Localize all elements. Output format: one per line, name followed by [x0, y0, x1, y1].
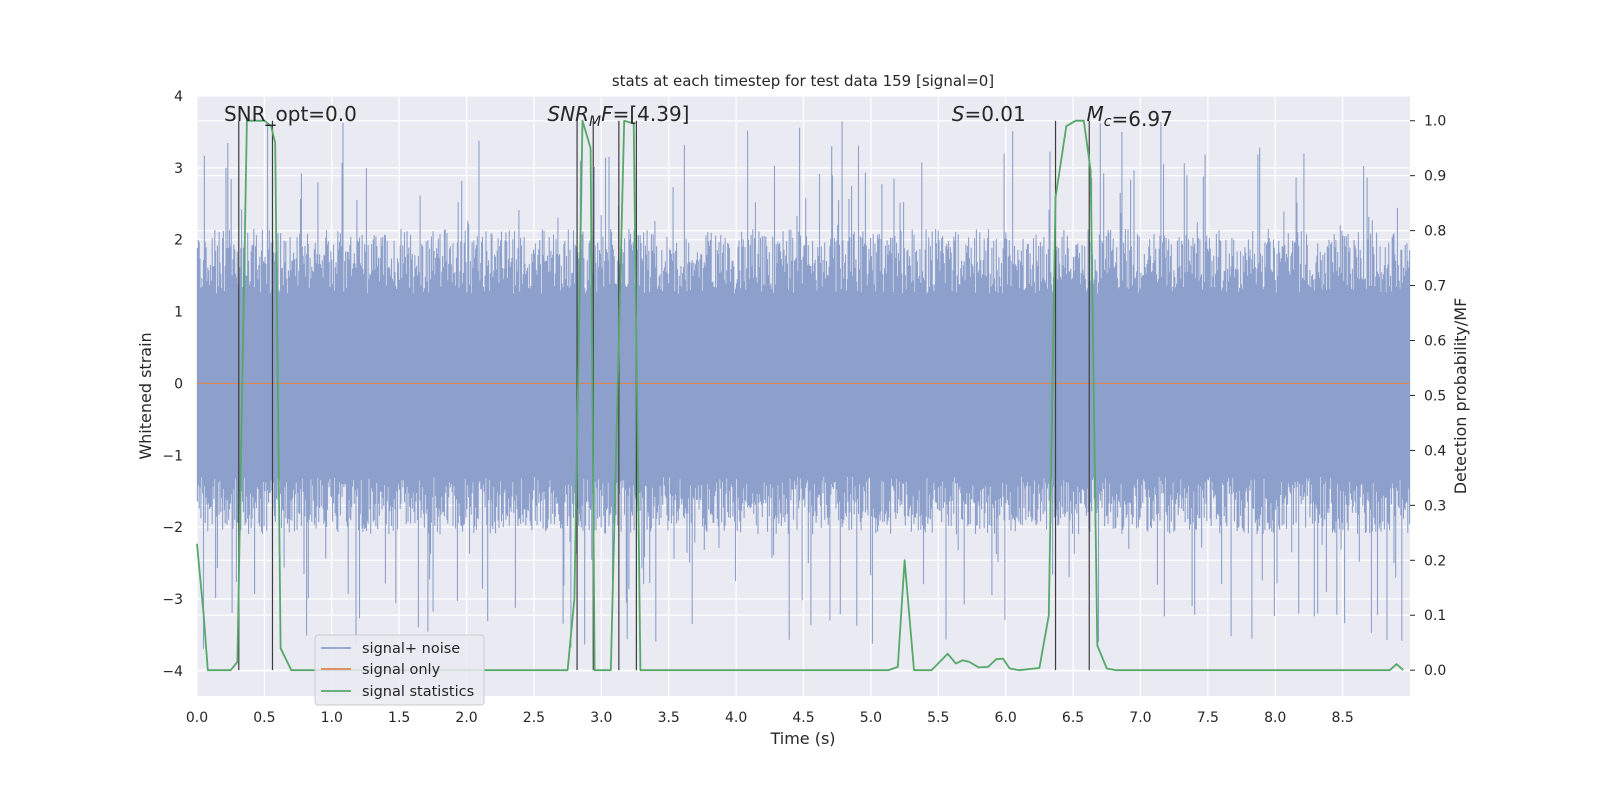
- x-tick-label: 5.0: [860, 710, 882, 726]
- y-left-tick-label: 2: [174, 233, 183, 249]
- y-left-tick-label: 3: [174, 161, 183, 177]
- x-tick-label: 0.5: [253, 710, 275, 726]
- y-right-tick-label: 0.4: [1424, 443, 1446, 459]
- y-right-tick-label: 0.6: [1424, 334, 1446, 350]
- annotation-2: S=0.01: [952, 102, 1026, 126]
- annotation-1: SNRMF=[4.39]: [547, 102, 689, 130]
- y-right-tick-label: 0.7: [1424, 279, 1446, 295]
- legend-box: [314, 634, 485, 706]
- x-tick-label: 3.0: [590, 710, 612, 726]
- x-tick-label: 1.0: [321, 710, 343, 726]
- y-axis-right-ticks: 1.0 0.9 0.8 0.7 0.6 0.5 0.4 0.3 0.2 0.1 0.0: [1410, 114, 1446, 679]
- y-left-tick-label: −2: [162, 520, 183, 536]
- y-right-tick-label: 0.9: [1424, 169, 1446, 185]
- noise-trace: [196, 121, 1411, 649]
- y-right-tick-label: 0.8: [1424, 224, 1446, 240]
- noise-series: [196, 121, 1411, 649]
- signal-statistics-line: [196, 119, 1404, 672]
- x-axis-ticks: 0.0 0.5 1.0 1.5 2.0 2.5 3.0 3.5 4.0 4.5 5.0 5.5 6.0 6…: [186, 710, 1354, 726]
- y-axis-left-label: Whitened strain: [136, 332, 155, 459]
- y-left-tick-label: −4: [162, 664, 183, 680]
- annotations: SNR_opt=0.0 SNRMF=[4.39] S=0.01 Mc=6.97: [224, 102, 1173, 131]
- x-tick-label: 8.5: [1331, 710, 1353, 726]
- y-right-tick-label: 0.1: [1424, 608, 1446, 624]
- x-tick-label: 6.0: [995, 710, 1017, 726]
- y-left-tick-label: 0: [174, 376, 183, 392]
- chart-title: stats at each timestep for test data 159…: [612, 72, 994, 90]
- x-axis-label: Time (s): [769, 729, 835, 748]
- x-tick-label: 5.5: [927, 710, 949, 726]
- annotation-3: Mc=6.97: [1087, 102, 1173, 131]
- y-right-tick-label: 0.0: [1424, 663, 1446, 679]
- x-tick-label: 2.5: [523, 710, 545, 726]
- x-tick-label: 7.0: [1129, 710, 1151, 726]
- y-right-tick-label: 1.0: [1424, 114, 1446, 130]
- x-tick-label: 3.5: [658, 710, 680, 726]
- y-axis-right-label: Detection probability/MF: [1451, 298, 1470, 495]
- x-tick-label: 6.5: [1062, 710, 1084, 726]
- y-right-tick-label: 0.3: [1424, 498, 1446, 514]
- x-tick-label: 0.0: [186, 710, 208, 726]
- legend: signal+ noise signal only signal statist…: [314, 634, 485, 706]
- legend-label-signal-noise: signal+ noise: [362, 641, 460, 657]
- y-left-tick-label: −3: [162, 592, 183, 608]
- annotation-0: SNR_opt=0.0: [224, 102, 357, 126]
- x-tick-label: 1.5: [388, 710, 410, 726]
- y-right-tick-label: 0.2: [1424, 553, 1446, 569]
- legend-label-signal-only: signal only: [362, 662, 441, 678]
- x-tick-label: 2.0: [455, 710, 477, 726]
- x-tick-label: 4.5: [792, 710, 814, 726]
- y-left-tick-label: 1: [174, 305, 183, 321]
- x-tick-label: 4.0: [725, 710, 747, 726]
- y-right-tick-label: 0.5: [1424, 388, 1446, 404]
- y-left-tick-label: −1: [162, 448, 183, 464]
- x-tick-label: 7.5: [1197, 710, 1219, 726]
- y-left-tick-label: 4: [174, 89, 183, 105]
- y-axis-left-ticks: 4 3 2 1 0 −1 −2 −3 −4: [162, 89, 183, 680]
- x-tick-label: 8.0: [1264, 710, 1286, 726]
- legend-label-signal-statistics: signal statistics: [362, 684, 474, 700]
